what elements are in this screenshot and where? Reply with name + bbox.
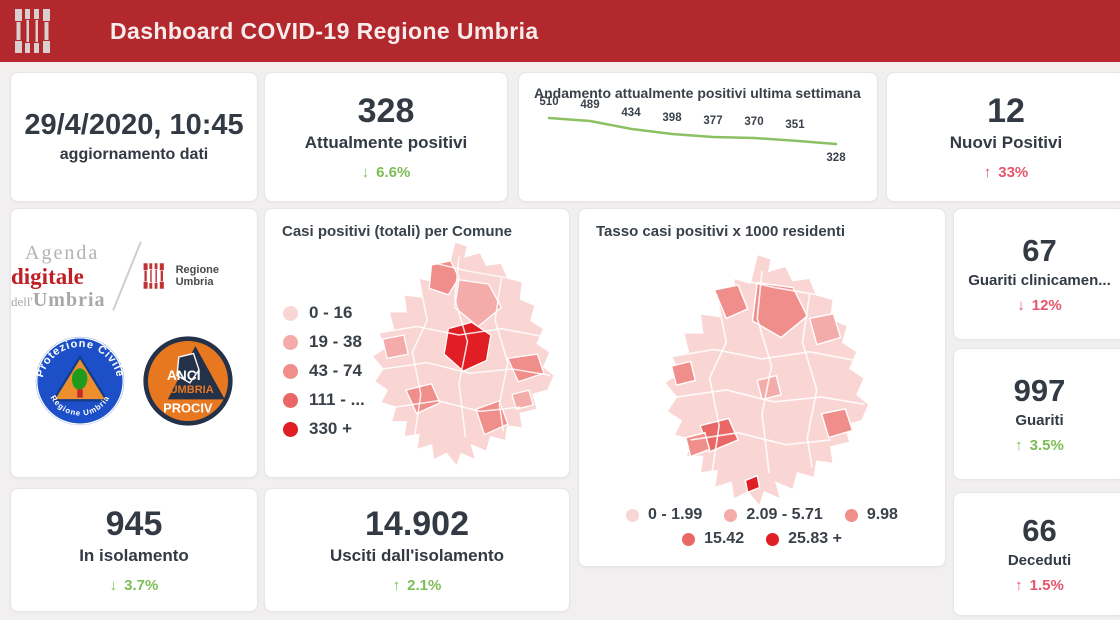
- app-header: Dashboard COVID-19 Regione Umbria: [0, 0, 1120, 62]
- umbria-choropleth-map[interactable]: [353, 235, 565, 469]
- tile-attualmente-positivi[interactable]: 328 Attualmente positivi ↓ 6.6%: [264, 72, 508, 202]
- page-title: Dashboard COVID-19 Regione Umbria: [110, 17, 539, 44]
- tile-logos: Agenda digitale dell'Umbria Regione Umbr…: [10, 208, 258, 478]
- update-label: aggiornamento dati: [59, 146, 209, 164]
- legend-dot-icon: [283, 363, 298, 379]
- data-point-label: 370: [744, 116, 764, 128]
- regione-umbria-bars-icon: [15, 9, 50, 53]
- attualmente-positivi-label: Attualmente positivi: [304, 133, 468, 153]
- map2-legend-row2: 15.42 25.83 +: [579, 530, 945, 548]
- tile-deceduti[interactable]: 66 Deceduti ↑ 1.5%: [953, 492, 1120, 616]
- nuovi-positivi-value: 12: [987, 91, 1025, 130]
- data-point-label: 434: [621, 106, 641, 119]
- guariti-value: 997: [1013, 373, 1066, 409]
- legend-item: 15.42: [682, 530, 744, 548]
- deceduti-label: Deceduti: [1007, 551, 1072, 569]
- legend-item: 2.09 - 5.71: [724, 506, 823, 524]
- data-point-label: 510: [539, 96, 559, 108]
- attualmente-positivi-value: 328: [357, 91, 415, 130]
- down-arrow-icon: ↓: [109, 577, 118, 595]
- data-point-label: 398: [662, 112, 682, 124]
- tile-in-isolamento[interactable]: 945 In isolamento ↓ 3.7%: [10, 488, 258, 612]
- guariti-clinicamente-delta: ↓ 12%: [1017, 296, 1062, 314]
- nuovi-positivi-label: Nuovi Positivi: [949, 133, 1063, 153]
- chart-title: Andamento attualmente positivi ultima se…: [534, 85, 861, 101]
- update-datetime: 29/4/2020, 10:45: [24, 108, 244, 141]
- guariti-delta: ↑ 3.5%: [1015, 436, 1064, 454]
- legend-item: 43 - 74: [283, 361, 365, 381]
- regione-umbria-logo: Regione Umbria: [143, 260, 257, 292]
- svg-text:PROCIV: PROCIV: [163, 400, 213, 415]
- in-isolamento-label: In isolamento: [79, 546, 189, 566]
- tile-map-casi-positivi[interactable]: Casi positivi (totali) per Comune 0 - 16…: [264, 208, 570, 478]
- usciti-isolamento-value: 14.902: [365, 504, 469, 543]
- legend-item: 0 - 16: [283, 303, 365, 323]
- deceduti-value: 66: [1022, 513, 1057, 549]
- tile-usciti-isolamento[interactable]: 14.902 Usciti dall'isolamento ↑ 2.1%: [264, 488, 570, 612]
- protezione-civile-badge-icon: Protezione Civile Regione Umbria: [34, 336, 125, 426]
- tile-guariti[interactable]: 997 Guariti ↑ 3.5%: [953, 348, 1120, 480]
- line-chart: 510 489 434 398 377 370 351 328: [519, 73, 877, 201]
- up-arrow-icon: ↑: [392, 577, 401, 595]
- map1-title: Casi positivi (totali) per Comune: [282, 223, 513, 240]
- data-point-label: 377: [703, 115, 723, 127]
- legend-dot-icon: [724, 508, 738, 522]
- legend-item: 111 - ...: [283, 390, 365, 410]
- legend-dot-icon: [626, 508, 640, 522]
- up-arrow-icon: ↑: [983, 164, 992, 182]
- legend-item: 0 - 1.99: [626, 506, 702, 524]
- tile-map-tasso[interactable]: Tasso casi positivi x 1000 residenti 0 -…: [578, 208, 946, 567]
- up-arrow-icon: ↑: [1015, 576, 1023, 594]
- tile-aggiornamento-dati[interactable]: 29/4/2020, 10:45 aggiornamento dati: [10, 72, 258, 202]
- data-point-label: 328: [826, 152, 846, 164]
- logo-divider: [111, 241, 142, 311]
- legend-dot-icon: [283, 392, 298, 408]
- down-arrow-icon: ↓: [1017, 296, 1025, 314]
- anci-umbria-prociv-badge-icon: ANCI UMBRIA PROCIV: [143, 336, 233, 426]
- tile-andamento-chart[interactable]: Andamento attualmente positivi ultima se…: [518, 72, 878, 202]
- svg-text:UMBRIA: UMBRIA: [170, 384, 214, 396]
- map2-legend-row1: 0 - 1.99 2.09 - 5.71 9.98: [579, 506, 945, 524]
- legend-dot-icon: [283, 305, 298, 321]
- legend-dot-icon: [766, 532, 780, 546]
- guariti-label: Guariti: [1015, 411, 1064, 429]
- usciti-isolamento-delta: ↑ 2.1%: [392, 577, 442, 595]
- in-isolamento-value: 945: [105, 504, 163, 543]
- legend-item: 9.98: [844, 506, 898, 524]
- tile-nuovi-positivi[interactable]: 12 Nuovi Positivi ↑ 33%: [886, 72, 1120, 202]
- agenda-digitale-logo: Agenda digitale dell'Umbria: [11, 241, 106, 311]
- header-divider: [0, 62, 1120, 70]
- up-arrow-icon: ↑: [1015, 436, 1023, 454]
- attualmente-positivi-delta: ↓ 6.6%: [361, 164, 411, 182]
- tile-guariti-clinicamente[interactable]: 67 Guariti clinicamen... ↓ 12%: [953, 208, 1120, 340]
- map1-legend: 0 - 16 19 - 38 43 - 74 111 - ... 330 +: [283, 303, 365, 448]
- deceduti-delta: ↑ 1.5%: [1015, 576, 1064, 594]
- legend-item: 330 +: [283, 419, 365, 439]
- legend-item: 25.83 +: [766, 530, 842, 548]
- map2-title: Tasso casi positivi x 1000 residenti: [596, 223, 846, 240]
- umbria-choropleth-map[interactable]: [636, 247, 888, 509]
- legend-dot-icon: [682, 532, 696, 546]
- guariti-clinicamente-label: Guariti clinicamen...: [968, 271, 1111, 289]
- legend-dot-icon: [283, 334, 298, 350]
- guariti-clinicamente-value: 67: [1022, 233, 1057, 269]
- legend-dot-icon: [844, 508, 858, 522]
- down-arrow-icon: ↓: [361, 164, 370, 182]
- regione-umbria-bars-icon: [144, 263, 165, 289]
- usciti-isolamento-label: Usciti dall'isolamento: [329, 546, 505, 566]
- in-isolamento-delta: ↓ 3.7%: [109, 577, 159, 595]
- data-point-label: 351: [785, 118, 805, 131]
- data-point-label: 489: [580, 99, 600, 111]
- nuovi-positivi-delta: ↑ 33%: [983, 164, 1029, 182]
- legend-dot-icon: [283, 421, 298, 437]
- svg-text:ANCI: ANCI: [167, 368, 201, 383]
- legend-item: 19 - 38: [283, 332, 365, 352]
